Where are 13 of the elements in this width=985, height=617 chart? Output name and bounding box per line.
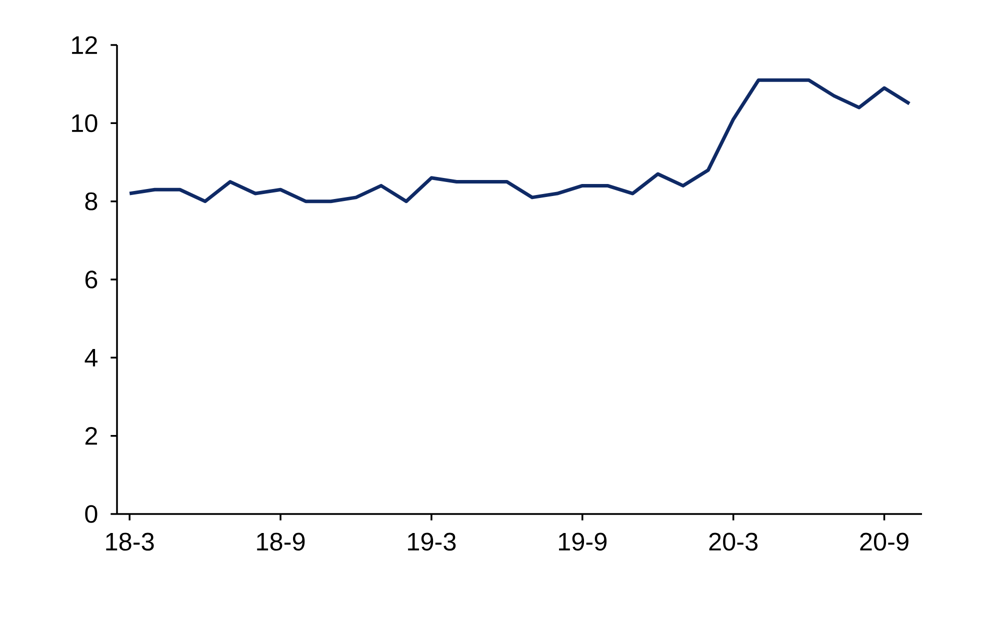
y-tick-label: 0 (85, 505, 98, 523)
x-tick-label: 19-9 (559, 532, 607, 551)
y-tick-label: 12 (72, 36, 97, 54)
y-tick-label: 2 (85, 427, 97, 445)
y-tick-label: 4 (84, 348, 98, 366)
x-tick-label: 20-3 (709, 532, 758, 551)
x-tick-label: 19-3 (408, 532, 456, 551)
x-tick-label: 20-9 (860, 532, 908, 551)
x-tick-label: 18-9 (257, 532, 305, 551)
x-tick-label: 18-3 (106, 532, 154, 551)
y-tick-label: 6 (85, 270, 98, 288)
y-tick-label: 10 (72, 114, 98, 132)
y-tick-label: 8 (85, 192, 98, 210)
